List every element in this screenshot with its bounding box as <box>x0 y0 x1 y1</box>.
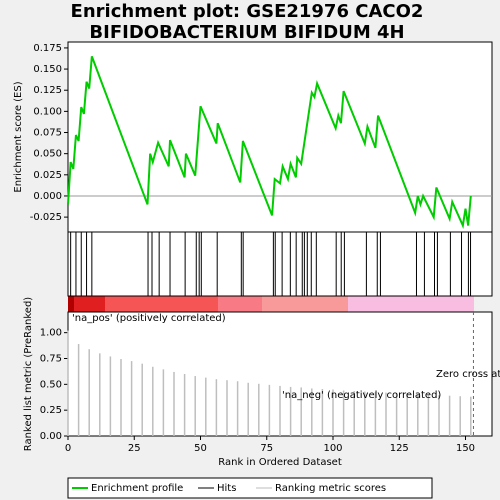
y-tick-label: 0.00 <box>40 431 62 442</box>
legend-label: Enrichment profile <box>91 483 183 494</box>
legend-label: Ranking metric scores <box>275 483 386 494</box>
x-tick-label: 125 <box>390 443 409 454</box>
color-bar-segment <box>218 296 262 312</box>
x-tick-label: 0 <box>65 443 71 454</box>
y-tick-label: 0.75 <box>40 354 62 365</box>
y-axis-label: Ranked list metric (PreRanked) <box>23 297 34 451</box>
plot-area <box>67 231 493 297</box>
legend: Enrichment profile Hits Ranking metric sco… <box>67 477 433 499</box>
x-tick-label: 75 <box>260 443 273 454</box>
x-tick-label: 25 <box>128 443 141 454</box>
legend-label: Hits <box>217 483 236 494</box>
color-bar-segment <box>105 296 218 312</box>
y-tick-label: 0.100 <box>33 106 62 117</box>
color-bar-segment <box>68 296 74 312</box>
y-tick-label: 0.025 <box>33 170 62 181</box>
legend-box <box>67 477 433 499</box>
y-tick-label: 0.25 <box>40 405 62 416</box>
chart-title: BIFIDOBACTERIUM BIFIDUM 4H <box>89 22 404 43</box>
chart-title: Enrichment plot: GSE21976 CACO2 <box>71 1 424 22</box>
y-tick-label: 0.125 <box>33 85 62 96</box>
y-tick-label: 0.075 <box>33 128 62 139</box>
x-tick-label: 150 <box>456 443 475 454</box>
zero-cross-label: Zero cross at <box>436 369 500 380</box>
y-tick-label: 0.175 <box>33 43 62 54</box>
color-bar-segment <box>348 296 474 312</box>
x-axis-label: Rank in Ordered Dataset <box>218 457 342 468</box>
color-bar-segment <box>74 296 105 312</box>
y-tick-label: 0.50 <box>40 379 62 390</box>
y-tick-label: -0.025 <box>30 212 62 223</box>
y-tick-label: 0.050 <box>33 149 62 160</box>
y-tick-label: 0.000 <box>33 191 62 202</box>
annotation: 'na_neg' (negatively correlated) <box>282 390 441 401</box>
x-tick-label: 100 <box>323 443 342 454</box>
y-axis-label: Enrichment score (ES) <box>13 81 24 192</box>
color-bar <box>68 296 474 312</box>
enrichment-line <box>67 56 472 230</box>
plot-area <box>67 41 493 233</box>
color-bar-segment <box>262 296 348 312</box>
x-tick-label: 50 <box>194 443 207 454</box>
annotation: 'na_pos' (positively correlated) <box>72 313 226 324</box>
y-tick-label: 0.150 <box>33 64 62 75</box>
y-tick-label: 1.00 <box>40 328 62 339</box>
